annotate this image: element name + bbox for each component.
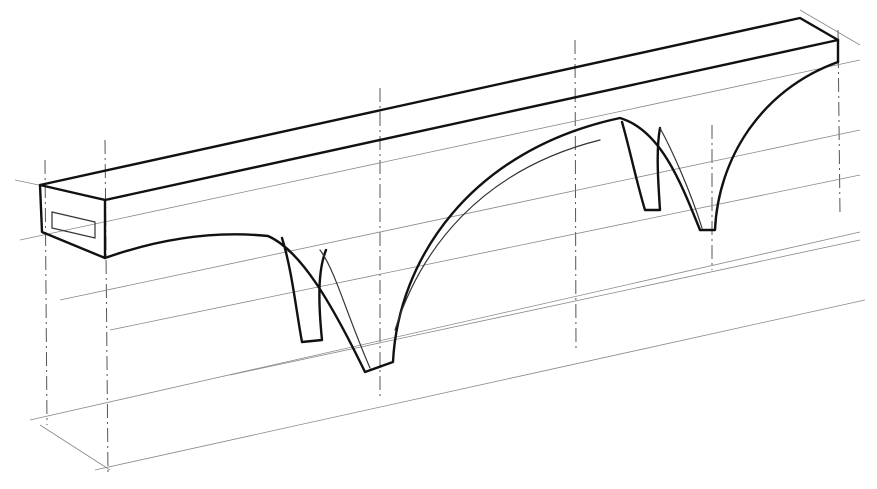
guide-line	[799, 9, 861, 46]
ground-line	[94, 299, 866, 471]
front-profile	[103, 60, 840, 374]
guide-line	[109, 174, 861, 331]
deck	[38, 16, 840, 260]
vertical-guide	[44, 159, 48, 426]
ground-line	[29, 231, 861, 421]
pier-edge	[319, 249, 371, 369]
vertical-guide	[104, 139, 109, 476]
guide-line	[59, 129, 861, 301]
pier-back-leg	[280, 236, 328, 344]
guide-line	[19, 59, 861, 241]
ground-line	[39, 424, 111, 471]
arches-and-piers	[103, 60, 840, 374]
ground-line	[229, 239, 861, 376]
pier-edge	[659, 127, 703, 229]
deck-top	[38, 16, 840, 202]
pier-back-leg	[620, 120, 662, 212]
vertical-guide	[574, 39, 577, 351]
deck-end-recess	[51, 211, 96, 239]
arch-hatch	[394, 139, 601, 331]
